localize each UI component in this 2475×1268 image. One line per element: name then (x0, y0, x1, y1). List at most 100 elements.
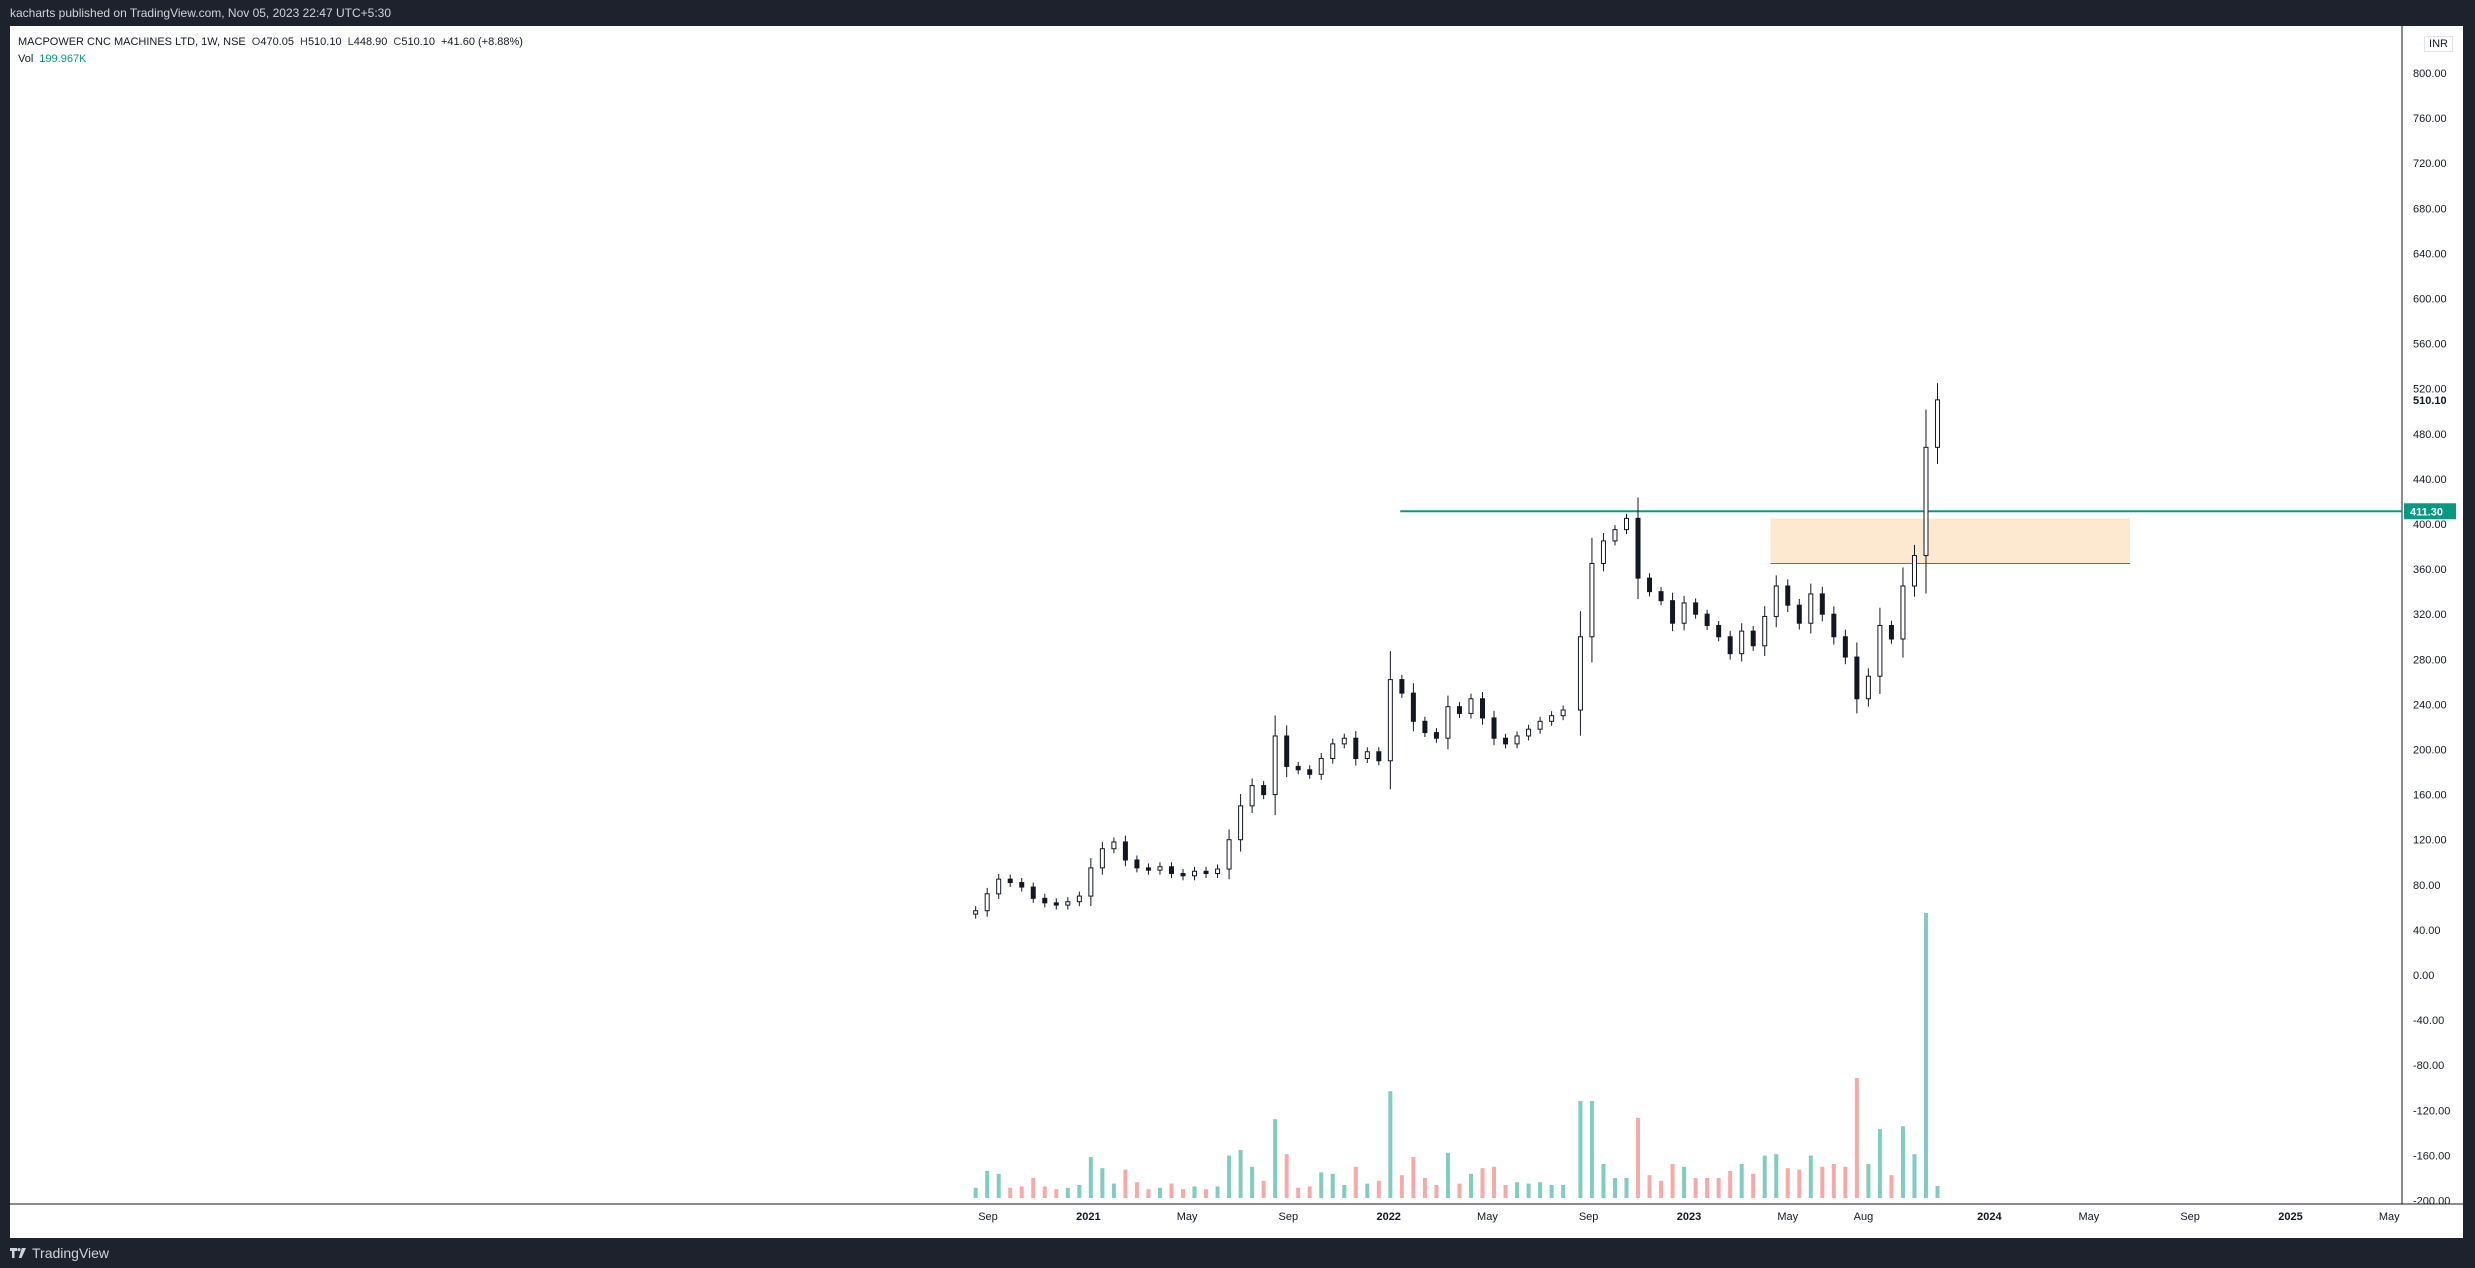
volume-value: 199.967K (39, 53, 87, 65)
candle-body (1387, 679, 1393, 762)
volume-bar (1589, 1101, 1594, 1198)
candle-body (1911, 555, 1917, 587)
candle-body (1635, 517, 1641, 579)
volume-bar (1808, 1155, 1813, 1198)
volume-bar (1319, 1172, 1324, 1198)
volume-bar (1912, 1154, 1917, 1198)
price-tick-label: 80.00 (2413, 880, 2441, 892)
price-tick-label: 200.00 (2413, 745, 2447, 757)
volume-bar (1307, 1186, 1312, 1198)
candle-body (1433, 732, 1439, 739)
candle-body (1865, 675, 1871, 700)
candle-body (1888, 624, 1894, 640)
time-tick-label: 2025 (2278, 1211, 2302, 1223)
volume-bar (1100, 1168, 1105, 1198)
candle-body (1480, 698, 1486, 719)
volume-bar (1774, 1154, 1779, 1198)
time-tick-label: May (1477, 1211, 1498, 1223)
volume-bar (1227, 1155, 1232, 1198)
candle-body (1145, 867, 1151, 871)
candle-body (1122, 841, 1128, 861)
candle-body (1399, 679, 1405, 694)
candle-body (1215, 868, 1221, 875)
publish-info: kacharts published on TradingView.com, N… (10, 6, 392, 20)
tradingview-brand[interactable]: TradingView (32, 1245, 110, 1261)
ohlc-low: L448.90 (347, 36, 388, 48)
volume-bar (1422, 1178, 1427, 1198)
chart-frame[interactable]: 800.00 760.00 720.00 680.00 640.00 600.00 560.… (10, 26, 2463, 1238)
volume-bar (1549, 1185, 1554, 1198)
line-price-badge[interactable] (2404, 503, 2456, 520)
price-tick-label: -160.00 (2413, 1150, 2450, 1162)
price-tick-label: 480.00 (2413, 429, 2447, 441)
volume-bar (1146, 1189, 1151, 1198)
line-price-label: 411.30 (2410, 506, 2443, 518)
candle-body (1445, 706, 1451, 739)
time-tick-label: Sep (1579, 1211, 1599, 1223)
candle-body (1007, 878, 1013, 884)
volume-bar (1716, 1178, 1721, 1198)
candle-body (1491, 717, 1497, 739)
candle-body (1612, 529, 1618, 542)
volume-bar (1250, 1166, 1255, 1198)
volume-bar (1889, 1175, 1894, 1198)
time-tick-label: Sep (2180, 1211, 2200, 1223)
candle-body (1589, 562, 1595, 638)
candle-body (1261, 785, 1267, 796)
volume-bar (1935, 1186, 1940, 1198)
volume-bar (1612, 1178, 1617, 1198)
candle-body (1750, 630, 1756, 647)
chart-canvas[interactable]: 800.00 760.00 720.00 680.00 640.00 600.00 560.… (10, 26, 2463, 1238)
volume-bar (1284, 1154, 1289, 1198)
price-tick-label: 760.00 (2413, 113, 2447, 125)
price-tick-label: 0.00 (2413, 970, 2434, 982)
candle-body (1537, 720, 1543, 730)
candle-body (1819, 593, 1825, 615)
candle-body (1272, 735, 1278, 796)
candle-body (1727, 636, 1733, 655)
candle-body (1877, 624, 1883, 677)
volume-bar (1215, 1186, 1220, 1198)
candle-body (1341, 737, 1347, 745)
candle-body (984, 893, 990, 912)
volume-bar (1365, 1183, 1370, 1198)
price-tick-label: 320.00 (2413, 609, 2447, 621)
price-tick-label: 800.00 (2413, 68, 2447, 80)
volume-bar (1261, 1180, 1266, 1198)
volume-bar (1923, 913, 1928, 1198)
footer-bar: TradingView (0, 1238, 2475, 1268)
volume-bar (1854, 1078, 1859, 1198)
volume-bar (1578, 1101, 1583, 1198)
candle-body (1295, 765, 1301, 771)
volume-bar (1797, 1169, 1802, 1198)
candle-body (1900, 585, 1906, 640)
price-tick-label: 640.00 (2413, 248, 2447, 260)
tradingview-logo-icon[interactable] (10, 1248, 26, 1258)
candle-body (1456, 706, 1462, 714)
candle-body (1739, 630, 1745, 655)
candle-body (1076, 895, 1082, 903)
price-tick-label: 560.00 (2413, 339, 2447, 351)
currency-label[interactable]: INR (2424, 36, 2453, 52)
volume-bar (1111, 1183, 1116, 1198)
candle-body (1785, 585, 1791, 606)
volume-bar (1728, 1171, 1733, 1198)
candle-body (1307, 769, 1313, 775)
price-tick-label: -200.00 (2413, 1196, 2450, 1208)
volume-bar (1008, 1187, 1013, 1198)
volume-bar (1411, 1157, 1416, 1198)
ohlc-change: +41.60 (+8.88%) (440, 36, 523, 48)
volume-bar (1561, 1185, 1566, 1198)
candle-body (1422, 720, 1428, 734)
price-tick-label: 520.00 (2413, 384, 2447, 396)
supply-zone-rectangle[interactable] (1770, 518, 2131, 564)
volume-bar (1751, 1173, 1756, 1198)
candle-body (1623, 517, 1629, 531)
volume-bar (1273, 1119, 1278, 1198)
candle-body (1019, 882, 1025, 888)
candle-body (1249, 785, 1255, 807)
candle-body (1053, 902, 1059, 906)
volume-bar (1019, 1186, 1024, 1198)
volume-bar (1785, 1168, 1790, 1198)
candle-body (1410, 692, 1416, 722)
